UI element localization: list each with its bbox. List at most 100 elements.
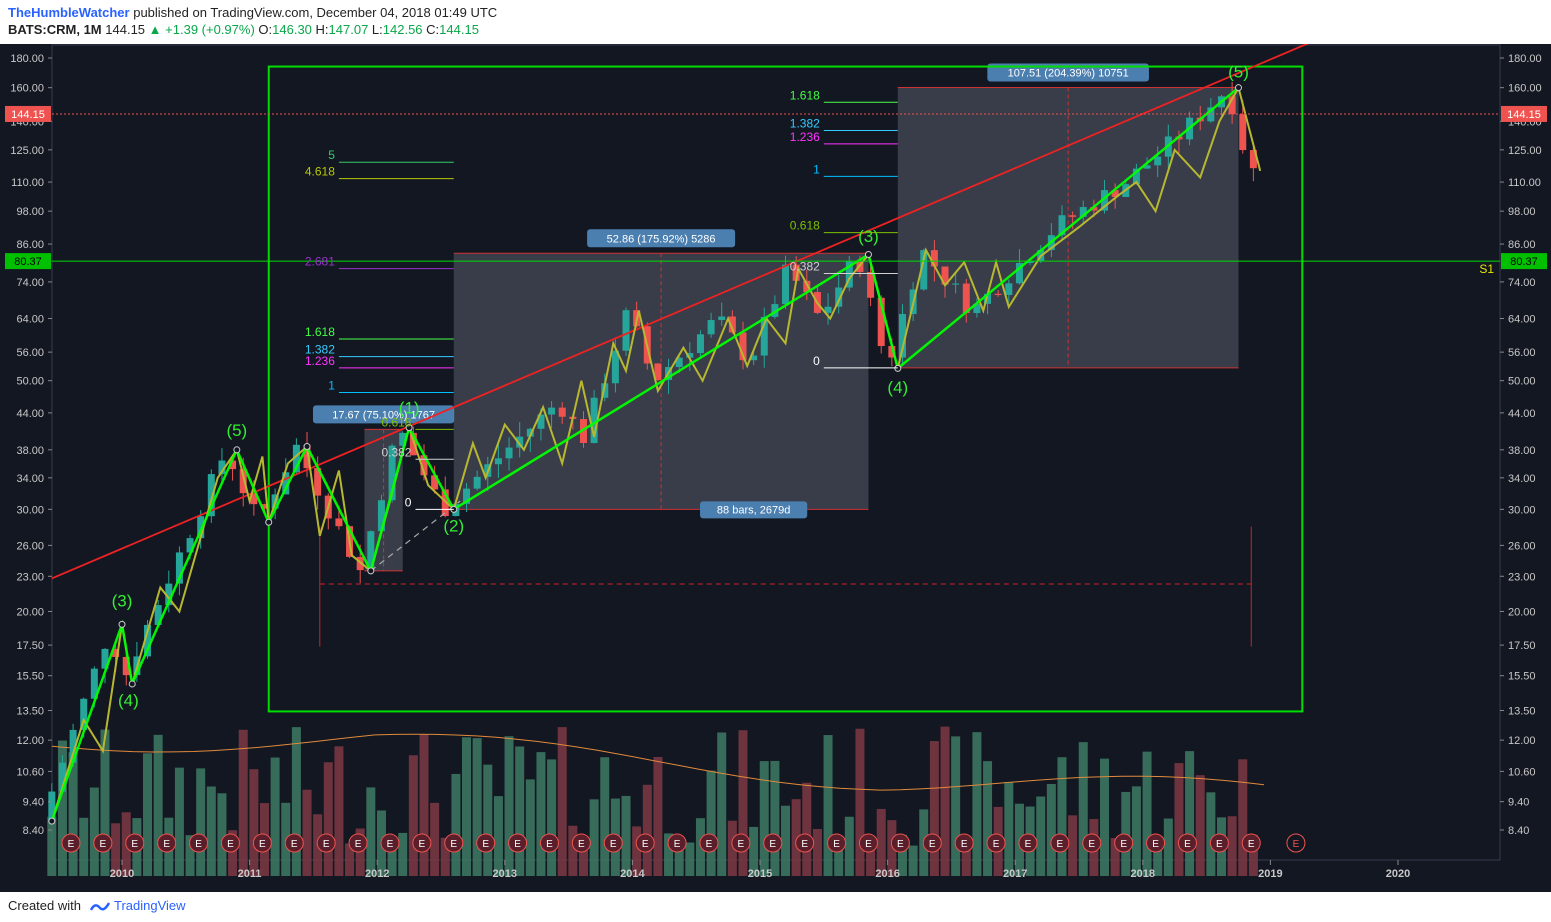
earnings-marker xyxy=(220,833,240,853)
earnings-marker-label: E xyxy=(1057,839,1064,850)
time-label: 2018 xyxy=(1131,868,1155,880)
candle-body xyxy=(1249,150,1257,169)
volume-bar xyxy=(823,735,833,876)
volume-bar xyxy=(1110,837,1120,876)
earnings-marker xyxy=(412,833,432,853)
volume-bar xyxy=(940,726,950,876)
volume-bar xyxy=(302,789,312,876)
volume-bar xyxy=(238,729,248,876)
volume-bar xyxy=(802,782,812,876)
s1-axis-label-right: 80.37 xyxy=(1510,256,1538,268)
candle-body xyxy=(463,488,471,504)
candle-body xyxy=(1228,96,1236,115)
candle-body xyxy=(622,310,630,351)
author-link[interactable]: TheHumbleWatcher xyxy=(8,5,130,20)
volume-bar xyxy=(472,738,482,876)
volume-bar xyxy=(366,787,376,876)
volume-bar xyxy=(196,768,206,876)
volume-bar xyxy=(717,732,727,876)
volume-bar xyxy=(770,760,780,876)
candle-body xyxy=(367,531,375,571)
earnings-marker xyxy=(1050,833,1070,853)
candle-body xyxy=(867,271,875,298)
volume-bar xyxy=(291,727,301,876)
volume-bar xyxy=(153,734,163,876)
earnings-marker-label: E xyxy=(674,839,681,850)
earnings-marker xyxy=(731,833,751,853)
left-price-label: 86.00 xyxy=(16,239,44,251)
right-price-label: 160.00 xyxy=(1508,83,1542,95)
range-label-bg xyxy=(700,501,808,519)
left-price-label: 125.00 xyxy=(10,145,44,157)
candle-body xyxy=(1239,114,1247,151)
earnings-marker xyxy=(539,833,559,853)
symbol-label[interactable]: BATS:CRM, 1M xyxy=(8,22,102,37)
measure-box-label-bg xyxy=(987,63,1149,82)
big-green-box xyxy=(267,65,1304,713)
price-chart[interactable]: 17.67 (75.10%) 1767 52.86 (175.92%) 5286 1… xyxy=(0,44,1551,892)
candle-body xyxy=(1207,107,1215,122)
created-with: Created with TradingView xyxy=(8,898,186,914)
candle-body xyxy=(782,264,790,305)
earnings-marker xyxy=(667,833,687,853)
earnings-marker-label: E xyxy=(546,839,553,850)
volume-bar xyxy=(1195,775,1205,876)
volume-bar xyxy=(355,828,365,876)
volume-bar xyxy=(323,762,333,876)
wave-label: (1) xyxy=(399,399,420,418)
earnings-marker-label: E xyxy=(929,839,936,850)
candle-body xyxy=(250,493,258,505)
wave-point xyxy=(1235,84,1242,92)
right-price-label: 17.50 xyxy=(1508,640,1536,652)
earnings-marker-label: E xyxy=(1025,839,1032,850)
open-label: O: xyxy=(258,22,273,37)
candle-body xyxy=(962,283,970,314)
left-price-label: 44.00 xyxy=(16,408,44,420)
earnings-marker-label: E xyxy=(801,839,808,850)
volume-bar xyxy=(143,753,153,876)
close-label: C: xyxy=(426,22,440,37)
volume-bar xyxy=(1100,758,1110,876)
wave-point xyxy=(118,620,126,628)
earnings-marker xyxy=(61,833,81,853)
quote-line: BATS:CRM, 1M 144.15 ▲ +1.39 (+0.97%) O:1… xyxy=(8,22,479,37)
volume-bar xyxy=(632,826,642,876)
brand-name[interactable]: TradingView xyxy=(114,898,186,913)
earnings-marker xyxy=(795,833,815,853)
candle-body xyxy=(877,297,885,347)
volume-bar xyxy=(1153,835,1163,876)
earnings-marker xyxy=(380,833,400,853)
earnings-marker xyxy=(827,833,847,853)
volume-bar xyxy=(419,734,429,876)
volume-bar xyxy=(1174,763,1184,876)
volume-bar xyxy=(929,741,939,876)
earnings-marker xyxy=(954,833,974,853)
candle-body xyxy=(175,552,183,584)
zigzag-line xyxy=(50,85,1262,822)
earnings-marker-label: E xyxy=(323,839,330,850)
volume-bar xyxy=(685,842,695,876)
volume-bar xyxy=(727,820,737,876)
volume-bar xyxy=(621,795,631,876)
candle-body xyxy=(69,729,77,763)
volume-bar xyxy=(844,816,854,876)
s1-axis-tag-left xyxy=(5,253,51,270)
volume-bar xyxy=(1131,786,1141,876)
time-label: 2019 xyxy=(1258,868,1282,880)
earnings-marker xyxy=(1241,833,1261,853)
last-price: 144.15 xyxy=(105,22,146,37)
volume-bar xyxy=(1185,751,1195,876)
earnings-marker-label: E xyxy=(897,839,904,850)
chart-header: TheHumbleWatcher published on TradingVie… xyxy=(0,0,1551,44)
candle-body xyxy=(1101,190,1109,211)
volume-bar xyxy=(1057,757,1067,876)
close-value: 144.15 xyxy=(439,22,479,37)
wave-point xyxy=(864,251,872,259)
wave-point xyxy=(265,518,273,526)
earnings-marker xyxy=(858,833,878,853)
volume-bar xyxy=(217,793,227,876)
earnings-marker-label: E xyxy=(291,839,298,850)
volume-bar xyxy=(812,829,822,876)
right-price-label: 20.00 xyxy=(1508,606,1536,618)
earnings-marker xyxy=(1114,833,1134,853)
